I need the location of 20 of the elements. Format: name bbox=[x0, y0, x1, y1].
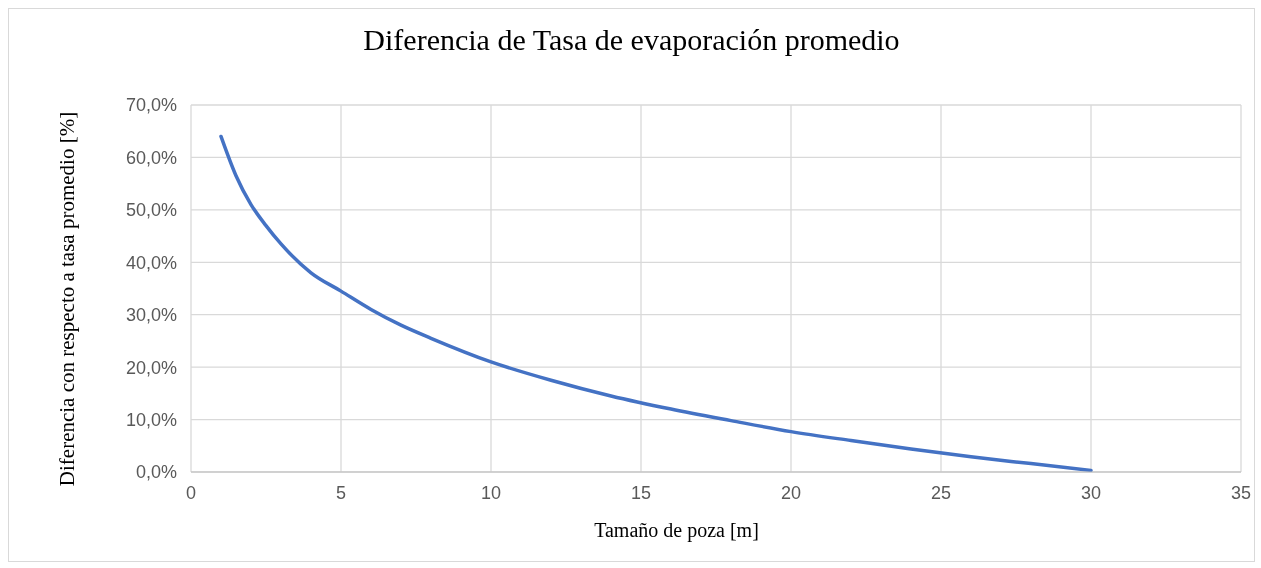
x-axis-title: Tamaño de poza [m] bbox=[593, 519, 760, 542]
x-tick-label: 10 bbox=[480, 482, 502, 503]
x-tick-label: 15 bbox=[630, 482, 652, 503]
x-tick-label: 0 bbox=[185, 482, 197, 503]
y-tick-label: 50,0% bbox=[125, 200, 177, 221]
y-tick-label: 60,0% bbox=[125, 147, 177, 168]
y-tick-label: 0,0% bbox=[135, 462, 177, 483]
y-tick-label: 30,0% bbox=[125, 305, 177, 326]
line-series bbox=[219, 134, 1093, 472]
y-axis-title: Diferencia con respecto a tasa promedio [%] bbox=[55, 110, 79, 489]
y-tick-label: 40,0% bbox=[125, 252, 177, 273]
x-tick-label: 30 bbox=[1080, 482, 1102, 503]
y-tick-label: 10,0% bbox=[125, 409, 177, 430]
y-tick-label: 20,0% bbox=[125, 357, 177, 378]
chart-title: Diferencia de Tasa de evaporación promedio bbox=[362, 23, 901, 57]
x-tick-label: 35 bbox=[1230, 482, 1252, 503]
x-tick-label: 20 bbox=[780, 482, 802, 503]
x-tick-label: 5 bbox=[335, 482, 347, 503]
x-tick-label: 25 bbox=[930, 482, 952, 503]
y-tick-label: 70,0% bbox=[125, 95, 177, 116]
